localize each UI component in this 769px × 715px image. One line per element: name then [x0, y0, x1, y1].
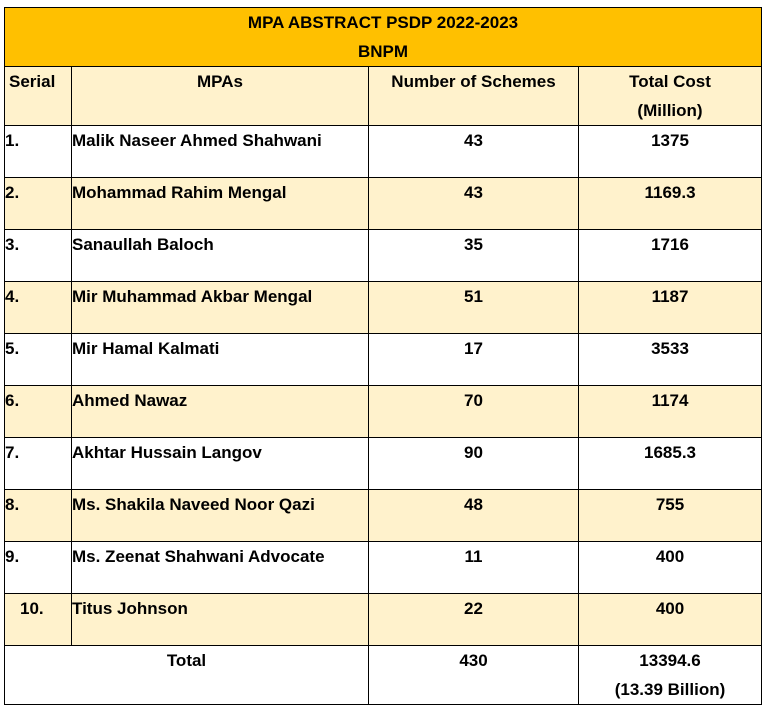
row-cost: 1187	[577, 281, 763, 334]
row-schemes: 48	[368, 489, 579, 542]
row-serial: 8.	[4, 489, 72, 542]
row-serial: 1.	[4, 125, 72, 178]
row-cost: 1169.3	[577, 177, 763, 230]
row-cost: 1685.3	[577, 437, 763, 490]
row-cost: 1174	[577, 385, 763, 438]
row-schemes: 35	[368, 229, 579, 282]
table-row: 5. Mir Hamal Kalmati 17 3533	[4, 333, 763, 386]
table-subtitle: BNPM	[357, 42, 409, 61]
table-row: 4. Mir Muhammad Akbar Mengal 51 1187	[4, 281, 763, 334]
row-mpa-name: Titus Johnson	[71, 593, 369, 646]
header-cost-line2: (Million)	[637, 101, 703, 120]
header-row: Serial MPAs Number of Schemes Total Cost…	[4, 66, 763, 126]
psdp-table: MPA ABSTRACT PSDP 2022-2023 BNPM Serial …	[3, 7, 763, 705]
table-row: 10. Titus Johnson 22 400	[4, 593, 763, 646]
total-cost-billion: (13.39 Billion)	[614, 680, 726, 699]
total-label: Total	[4, 645, 369, 705]
row-mpa-name: Mohammad Rahim Mengal	[71, 177, 369, 230]
row-schemes: 90	[368, 437, 579, 490]
row-schemes: 43	[368, 177, 579, 230]
row-serial: 2.	[4, 177, 72, 230]
title-row: MPA ABSTRACT PSDP 2022-2023 BNPM	[3, 7, 763, 67]
table-row: 6. Ahmed Nawaz 70 1174	[4, 385, 763, 438]
table-row: 7. Akhtar Hussain Langov 90 1685.3	[4, 437, 763, 490]
table-row: 9. Ms. Zeenat Shahwani Advocate 11 400	[4, 541, 763, 594]
row-serial: 4.	[4, 281, 72, 334]
row-mpa-name: Sanaullah Baloch	[71, 229, 369, 282]
row-serial: 3.	[4, 229, 72, 282]
row-schemes: 70	[368, 385, 579, 438]
row-schemes: 17	[368, 333, 579, 386]
total-cost-million: 13394.6	[639, 651, 701, 670]
row-cost: 400	[577, 541, 763, 594]
header-schemes: Number of Schemes	[368, 66, 579, 126]
row-mpa-name: Mir Hamal Kalmati	[71, 333, 369, 386]
table-row: 1. Malik Naseer Ahmed Shahwani 43 1375	[4, 125, 763, 178]
row-mpa-name: Mir Muhammad Akbar Mengal	[71, 281, 369, 334]
row-cost: 400	[577, 593, 763, 646]
row-serial: 7.	[4, 437, 72, 490]
row-mpa-name: Ms. Shakila Naveed Noor Qazi	[71, 489, 369, 542]
row-cost: 1375	[577, 125, 763, 178]
row-cost: 3533	[577, 333, 763, 386]
row-cost: 755	[577, 489, 763, 542]
row-schemes: 51	[368, 281, 579, 334]
total-cost: 13394.6 (13.39 Billion)	[577, 645, 763, 705]
row-mpa-name: Akhtar Hussain Langov	[71, 437, 369, 490]
row-schemes: 22	[368, 593, 579, 646]
row-serial: 10.	[4, 593, 72, 646]
row-cost: 1716	[577, 229, 763, 282]
table-title-cell: MPA ABSTRACT PSDP 2022-2023 BNPM	[3, 7, 763, 67]
table-row: 3. Sanaullah Baloch 35 1716	[4, 229, 763, 282]
total-schemes: 430	[368, 645, 579, 705]
header-serial: Serial	[4, 66, 72, 126]
total-row: Total 430 13394.6 (13.39 Billion)	[4, 645, 763, 705]
row-schemes: 11	[368, 541, 579, 594]
row-mpa-name: Ms. Zeenat Shahwani Advocate	[71, 541, 369, 594]
header-cost-line1: Total Cost	[629, 72, 711, 91]
table-row: 2. Mohammad Rahim Mengal 43 1169.3	[4, 177, 763, 230]
row-schemes: 43	[368, 125, 579, 178]
header-cost: Total Cost (Million)	[577, 66, 763, 126]
table-row: 8. Ms. Shakila Naveed Noor Qazi 48 755	[4, 489, 763, 542]
row-mpa-name: Malik Naseer Ahmed Shahwani	[71, 125, 369, 178]
row-mpa-name: Ahmed Nawaz	[71, 385, 369, 438]
row-serial: 5.	[4, 333, 72, 386]
table-title: MPA ABSTRACT PSDP 2022-2023	[247, 13, 519, 32]
header-mpas: MPAs	[71, 66, 369, 126]
row-serial: 9.	[4, 541, 72, 594]
row-serial: 6.	[4, 385, 72, 438]
